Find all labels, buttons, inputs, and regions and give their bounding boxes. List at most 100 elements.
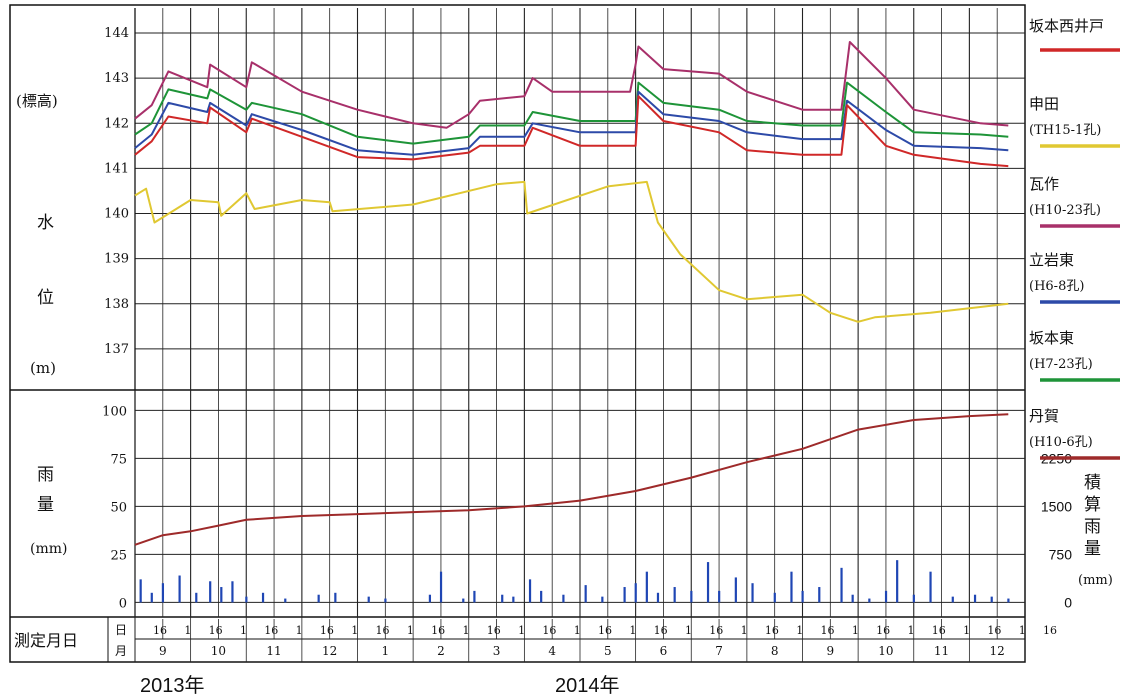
x-day-label: 1 — [184, 624, 191, 637]
legend-label: 瓦作 — [1029, 175, 1059, 193]
water-ytick-label: 141 — [104, 161, 129, 176]
rainfall-bar — [540, 590, 543, 603]
rainfall-bar — [818, 587, 821, 603]
x-day-label: 1 — [1019, 624, 1026, 637]
x-day-label: 1 — [685, 624, 692, 637]
x-month-label: 11 — [266, 644, 281, 658]
rainfall-bar — [428, 594, 432, 603]
rainfall-bar — [884, 590, 888, 603]
water-ytick-label: 143 — [104, 71, 129, 86]
rainfall-bar — [645, 571, 648, 603]
x-day-label: 16 — [987, 624, 1001, 637]
water-ylabel-unit: (m) — [30, 359, 56, 377]
rainfall-bar — [195, 592, 198, 603]
x-month-label: 12 — [322, 644, 337, 658]
rainfall-bar — [929, 571, 932, 603]
water-ylabel-char2: 位 — [37, 288, 54, 308]
rainfall-bar — [150, 592, 153, 603]
x-month-label: 9 — [159, 644, 167, 658]
rainfall-ytick-labels: 0 25 50 75 100 — [102, 404, 127, 611]
cum-ylabel-unit: (mm) — [1078, 573, 1113, 588]
legend-label: 坂本西井戸 — [1029, 17, 1104, 35]
x-month-label: 3 — [493, 644, 501, 658]
legend-label: 坂本東 — [1029, 329, 1074, 347]
x-month-labels: 9 10 11 12 1 2 3 4 5 6 7 8 9 10 11 12 — [159, 644, 1005, 658]
x-month-label: 4 — [548, 644, 556, 658]
rainfall-bar — [973, 594, 977, 603]
rain-ytick-label: 0 — [119, 596, 127, 611]
x-month-label: 11 — [934, 644, 949, 658]
day-row-label: 日 — [115, 623, 127, 637]
rainfall-bar — [706, 562, 710, 603]
year-label-2014: 2014年 — [555, 674, 620, 695]
legend-sublabel: (H6-8孔) — [1029, 279, 1084, 294]
rainfall-bar — [178, 575, 181, 603]
rainfall-daily-bars — [139, 560, 1010, 603]
x-month-label: 6 — [660, 644, 668, 658]
x-day-label: 1 — [351, 624, 358, 637]
rainfall-bar — [912, 594, 915, 603]
rainfall-bar — [220, 587, 223, 603]
rainfall-cumulative-line — [134, 413, 1009, 546]
x-day-label: 1 — [240, 624, 247, 637]
x-day-label: 1 — [407, 624, 414, 637]
rainfall-bar — [528, 579, 532, 603]
rainfall-bar — [473, 590, 476, 603]
water-ylabel-elev: (標高) — [16, 92, 58, 110]
series-line-申田 — [134, 180, 1009, 323]
rainfall-bar — [584, 585, 587, 603]
rainfall-bar — [261, 592, 265, 603]
rainfall-bar — [439, 571, 443, 603]
rainfall-bar — [334, 592, 337, 603]
x-month-label: 8 — [771, 644, 779, 658]
x-day-label: 16 — [264, 624, 278, 637]
rain-ytick-label: 100 — [102, 404, 127, 419]
x-day-label: 1 — [852, 624, 859, 637]
x-day-label: 1 — [907, 624, 914, 637]
x-day-label: 1 — [574, 624, 581, 637]
x-day-label: 16 — [821, 624, 835, 637]
water-ytick-label: 140 — [104, 207, 129, 222]
rainfall-bar — [851, 594, 854, 603]
rain-ytick-label: 25 — [110, 548, 127, 563]
rainfall-bar — [601, 596, 604, 603]
rainfall-bar — [284, 598, 287, 603]
cumulative-ytick-labels: 225015007500 — [1041, 450, 1072, 610]
cumulative-ytick-label: 0 — [1064, 594, 1072, 610]
x-month-label: 2 — [437, 644, 445, 658]
x-day-label: 16 — [709, 624, 723, 637]
legend-sublabel: (H7-23孔) — [1029, 357, 1093, 372]
rainfall-grid — [134, 390, 1026, 662]
rainfall-cumulative-line — [134, 413, 1009, 546]
x-day-label: 16 — [376, 624, 390, 637]
water-ytick-label: 139 — [104, 252, 129, 267]
x-month-label: 5 — [604, 644, 612, 658]
water-ytick-label: 144 — [104, 26, 129, 41]
year-label-2013: 2013年 — [140, 674, 205, 695]
rainfall-bar — [751, 583, 754, 603]
x-day-label: 1 — [518, 624, 525, 637]
rain-ylabel-char1: 雨 — [37, 465, 54, 485]
x-day-label: 1 — [796, 624, 803, 637]
x-day-label: 16 — [932, 624, 946, 637]
rainfall-bar — [718, 590, 721, 603]
water-level-grid — [134, 8, 1026, 617]
x-day-label: 1 — [629, 624, 636, 637]
x-day-label: 16 — [153, 624, 167, 637]
rainfall-bar — [990, 596, 993, 603]
cum-ylabel-char1: 積 — [1084, 473, 1101, 493]
rain-ylabel-char2: 量 — [37, 495, 54, 515]
rainfall-bar — [673, 587, 676, 603]
x-month-label: 10 — [211, 644, 226, 658]
cum-ylabel-char4: 量 — [1084, 539, 1101, 559]
rainfall-bar — [245, 596, 248, 603]
series-line-坂本西井戸 — [134, 95, 1009, 168]
water-ytick-label: 138 — [104, 297, 129, 312]
cumulative-ytick-label: 750 — [1049, 546, 1073, 562]
x-day-label: 16 — [876, 624, 890, 637]
water-level-ytick-labels: 137 138 139 140 141 142 143 144 — [104, 26, 129, 357]
x-day-label: 1 — [296, 624, 303, 637]
month-row-label: 月 — [115, 644, 127, 658]
